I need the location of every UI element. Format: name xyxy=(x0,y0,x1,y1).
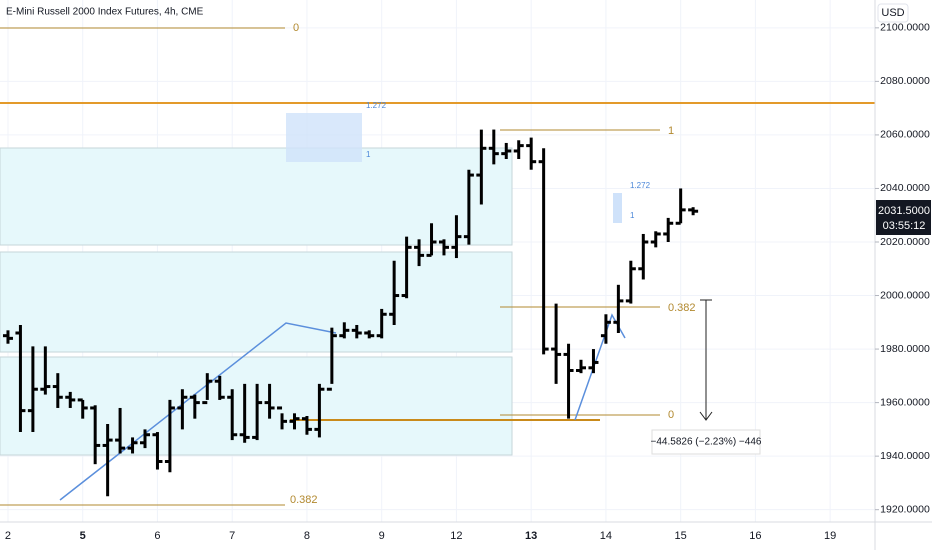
fib-label: 0.382 xyxy=(290,494,318,506)
y-tick-label: 2080.0000 xyxy=(880,75,930,87)
fib-label: 1 xyxy=(668,125,674,137)
y-tick-label: 1940.0000 xyxy=(880,450,930,462)
fib-label: 0 xyxy=(668,409,674,421)
y-tick-label: 1980.0000 xyxy=(880,343,930,355)
x-tick-label: 2 xyxy=(5,530,11,542)
zone xyxy=(0,251,513,353)
x-tick-label: 5 xyxy=(80,530,86,542)
axes: 1920.00001940.00001960.00001980.00002000… xyxy=(5,22,930,542)
y-tick-label: 2020.0000 xyxy=(880,236,930,248)
drawings xyxy=(0,27,875,506)
measure-arrow xyxy=(699,411,713,421)
target-box xyxy=(613,193,622,223)
target-label: 1.272 xyxy=(366,101,387,110)
target-label: 1 xyxy=(630,211,635,220)
x-tick-label: 14 xyxy=(600,530,612,542)
zigzag xyxy=(59,322,337,501)
x-tick-label: 15 xyxy=(675,530,687,542)
y-tick-label: 2040.0000 xyxy=(880,182,930,194)
x-tick-label: 9 xyxy=(379,530,385,542)
y-tick-label: 1920.0000 xyxy=(880,503,930,515)
currency-box[interactable] xyxy=(877,3,909,23)
target-label: 1 xyxy=(366,150,371,159)
bars xyxy=(2,129,699,497)
price-tag-label: 2031.5000 xyxy=(878,205,930,217)
fib-label: 0.382 xyxy=(668,302,696,314)
zone xyxy=(0,147,513,246)
price-tag xyxy=(876,200,931,235)
measure-box xyxy=(651,429,761,455)
countdown: 03:55:12 xyxy=(883,220,926,232)
x-tick-label: 16 xyxy=(749,530,761,542)
y-tick-label: 2060.0000 xyxy=(880,129,930,141)
target-label: 1.272 xyxy=(630,181,651,190)
y-tick-label: 1960.0000 xyxy=(880,396,930,408)
y-tick-label: 2100.0000 xyxy=(880,22,930,34)
x-tick-label: 12 xyxy=(450,530,462,542)
x-tick-label: 19 xyxy=(824,530,836,542)
x-tick-label: 8 xyxy=(304,530,310,542)
zigzag xyxy=(574,313,626,421)
x-tick-label: 13 xyxy=(525,530,537,542)
price-axis xyxy=(875,0,932,550)
currency: USD xyxy=(881,7,904,19)
measure-label: −44.5826 (−2.23%) −446 xyxy=(651,437,762,448)
target-box xyxy=(286,113,362,162)
x-tick-label: 7 xyxy=(229,530,235,542)
fib-label: 0 xyxy=(293,22,299,34)
y-tick-label: 2000.0000 xyxy=(880,289,930,301)
chart-title: E-Mini Russell 2000 Index Futures, 4h, C… xyxy=(6,7,204,18)
x-tick-label: 6 xyxy=(154,530,160,542)
